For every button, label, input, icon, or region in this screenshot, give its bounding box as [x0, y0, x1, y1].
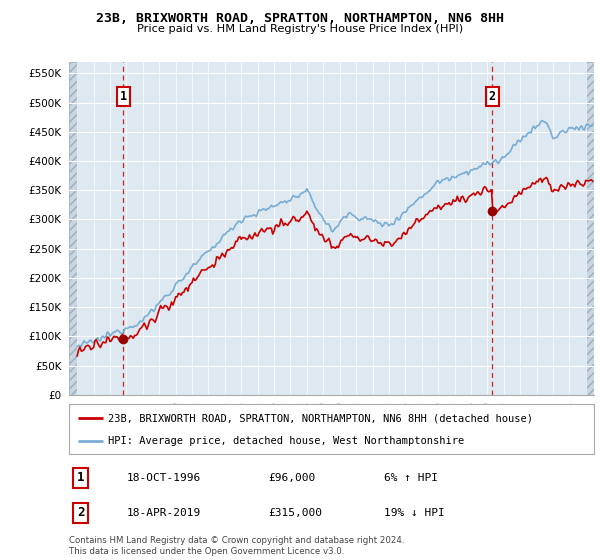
- Text: 2: 2: [489, 90, 496, 103]
- Bar: [586, 62, 594, 395]
- Text: 23B, BRIXWORTH ROAD, SPRATTON, NORTHAMPTON, NN6 8HH: 23B, BRIXWORTH ROAD, SPRATTON, NORTHAMPT…: [96, 12, 504, 25]
- Text: 18-APR-2019: 18-APR-2019: [127, 508, 201, 518]
- Text: 18-OCT-1996: 18-OCT-1996: [127, 473, 201, 483]
- Text: 2: 2: [77, 506, 84, 520]
- Text: 6% ↑ HPI: 6% ↑ HPI: [384, 473, 438, 483]
- Text: Contains HM Land Registry data © Crown copyright and database right 2024.
This d: Contains HM Land Registry data © Crown c…: [69, 536, 404, 556]
- Text: HPI: Average price, detached house, West Northamptonshire: HPI: Average price, detached house, West…: [109, 436, 464, 446]
- Text: £96,000: £96,000: [269, 473, 316, 483]
- Bar: [69, 62, 77, 395]
- Text: 1: 1: [77, 471, 84, 484]
- Text: 19% ↓ HPI: 19% ↓ HPI: [384, 508, 445, 518]
- Text: 1: 1: [119, 90, 127, 103]
- Text: £315,000: £315,000: [269, 508, 323, 518]
- Text: 23B, BRIXWORTH ROAD, SPRATTON, NORTHAMPTON, NN6 8HH (detached house): 23B, BRIXWORTH ROAD, SPRATTON, NORTHAMPT…: [109, 413, 533, 423]
- Text: Price paid vs. HM Land Registry's House Price Index (HPI): Price paid vs. HM Land Registry's House …: [137, 24, 463, 34]
